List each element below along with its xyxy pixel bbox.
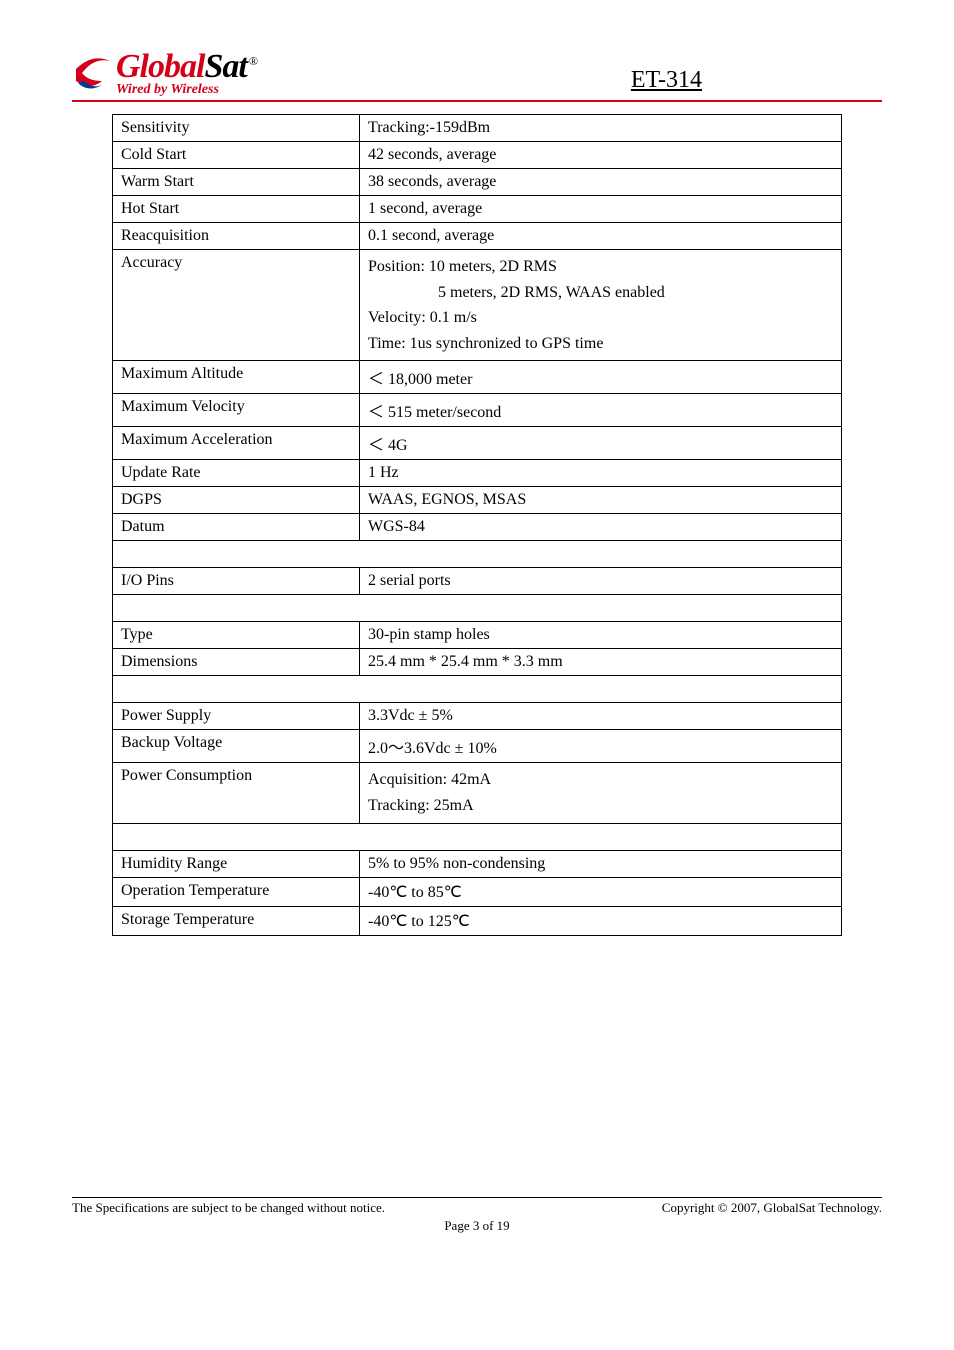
spec-value: 5% to 95% non-condensing	[360, 850, 842, 877]
page-footer: The Specifications are subject to be cha…	[72, 1191, 882, 1235]
table-row: Operation Temperature-40℃ to 85℃	[113, 877, 842, 906]
spec-value: -40℃ to 125℃	[360, 906, 842, 935]
table-row: Humidity Range5% to 95% non-condensing	[113, 850, 842, 877]
spec-value: 42 seconds, average	[360, 142, 842, 169]
table-row: I/O Pins2 serial ports	[113, 568, 842, 595]
spec-value: 3.3Vdc ± 5%	[360, 703, 842, 730]
table-row: Backup Voltage2.0～3.6Vdc ± 10%	[113, 730, 842, 763]
accuracy-line: Velocity: 0.1 m/s	[368, 309, 477, 326]
table-row: Type30-pin stamp holes	[113, 622, 842, 649]
spec-key: Datum	[113, 514, 360, 541]
table-row: Maximum Altitude＜ 18,000 meter	[113, 361, 842, 394]
model-title: ET-314	[631, 67, 702, 94]
spec-key: Hot Start	[113, 196, 360, 223]
accuracy-line: Time: 1us synchronized to GPS time	[368, 335, 603, 352]
footer-right: Copyright © 2007, GlobalSat Technology.	[662, 1200, 882, 1216]
table-row: Reacquisition0.1 second, average	[113, 223, 842, 250]
footer-page-number: Page 3 of 19	[72, 1218, 882, 1234]
logo-swoosh-icon	[72, 51, 112, 95]
spec-value: 30-pin stamp holes	[360, 622, 842, 649]
spec-key: Backup Voltage	[113, 730, 360, 763]
table-section-divider	[113, 541, 842, 568]
spec-value: 1 Hz	[360, 460, 842, 487]
header-divider	[72, 100, 882, 102]
table-row: Storage Temperature-40℃ to 125℃	[113, 906, 842, 935]
spec-value: ＜ 4G	[360, 427, 842, 460]
spec-key: Maximum Altitude	[113, 361, 360, 394]
table-row: Maximum Velocity＜ 515 meter/second	[113, 394, 842, 427]
table-section-divider	[113, 676, 842, 703]
table-row: SensitivityTracking:-159dBm	[113, 115, 842, 142]
spec-key: Power Supply	[113, 703, 360, 730]
table-section-divider	[113, 595, 842, 622]
spec-key: Sensitivity	[113, 115, 360, 142]
spec-value: WAAS, EGNOS, MSAS	[360, 487, 842, 514]
spec-key: Storage Temperature	[113, 906, 360, 935]
spec-key: Cold Start	[113, 142, 360, 169]
spec-value: 0.1 second, average	[360, 223, 842, 250]
spec-value: -40℃ to 85℃	[360, 877, 842, 906]
spec-value: 2.0～3.6Vdc ± 10%	[360, 730, 842, 763]
spec-value: 1 second, average	[360, 196, 842, 223]
spec-value-multiline: Position: 10 meters, 2D RMS 5 meters, 2D…	[360, 250, 842, 361]
specs-table: SensitivityTracking:-159dBm Cold Start42…	[112, 114, 842, 936]
table-section-divider	[113, 823, 842, 850]
table-row: Power Consumption Acquisition: 42mA Trac…	[113, 763, 842, 823]
spec-key: Maximum Acceleration	[113, 427, 360, 460]
spec-value: 25.4 mm * 25.4 mm * 3.3 mm	[360, 649, 842, 676]
spec-value-multiline: Acquisition: 42mA Tracking: 25mA	[360, 763, 842, 823]
accuracy-line: Position: 10 meters, 2D RMS	[368, 258, 557, 275]
power-line: Acquisition: 42mA	[368, 771, 491, 788]
table-row: Accuracy Position: 10 meters, 2D RMS 5 m…	[113, 250, 842, 361]
logo: GlobalSat® Wired by Wireless	[72, 48, 257, 98]
table-row: DGPSWAAS, EGNOS, MSAS	[113, 487, 842, 514]
spec-key: DGPS	[113, 487, 360, 514]
logo-text-red: Global	[116, 48, 204, 85]
table-row: Update Rate1 Hz	[113, 460, 842, 487]
spec-key: Accuracy	[113, 250, 360, 361]
table-row: DatumWGS-84	[113, 514, 842, 541]
spec-key: Power Consumption	[113, 763, 360, 823]
spec-key: Humidity Range	[113, 850, 360, 877]
spec-key: Warm Start	[113, 169, 360, 196]
spec-key: I/O Pins	[113, 568, 360, 595]
spec-value: 38 seconds, average	[360, 169, 842, 196]
table-row: Cold Start42 seconds, average	[113, 142, 842, 169]
spec-value: ＜ 18,000 meter	[360, 361, 842, 394]
logo-text: GlobalSat®	[116, 48, 257, 86]
footer-left: The Specifications are subject to be cha…	[72, 1200, 385, 1216]
table-row: Warm Start38 seconds, average	[113, 169, 842, 196]
spec-value: 2 serial ports	[360, 568, 842, 595]
spec-key: Type	[113, 622, 360, 649]
footer-divider	[72, 1197, 882, 1198]
logo-text-black: Sat	[204, 48, 246, 85]
table-row: Power Supply3.3Vdc ± 5%	[113, 703, 842, 730]
spec-value: ＜ 515 meter/second	[360, 394, 842, 427]
power-line: Tracking: 25mA	[368, 797, 474, 814]
page-header: GlobalSat® Wired by Wireless ET-314	[72, 48, 882, 100]
accuracy-line: 5 meters, 2D RMS, WAAS enabled	[438, 284, 665, 301]
spec-key: Reacquisition	[113, 223, 360, 250]
spec-value: Tracking:-159dBm	[360, 115, 842, 142]
table-row: Dimensions25.4 mm * 25.4 mm * 3.3 mm	[113, 649, 842, 676]
spec-key: Update Rate	[113, 460, 360, 487]
logo-reg-mark: ®	[249, 54, 257, 68]
spec-key: Dimensions	[113, 649, 360, 676]
spec-value: WGS-84	[360, 514, 842, 541]
spec-key: Operation Temperature	[113, 877, 360, 906]
spec-key: Maximum Velocity	[113, 394, 360, 427]
table-row: Hot Start1 second, average	[113, 196, 842, 223]
table-row: Maximum Acceleration＜ 4G	[113, 427, 842, 460]
